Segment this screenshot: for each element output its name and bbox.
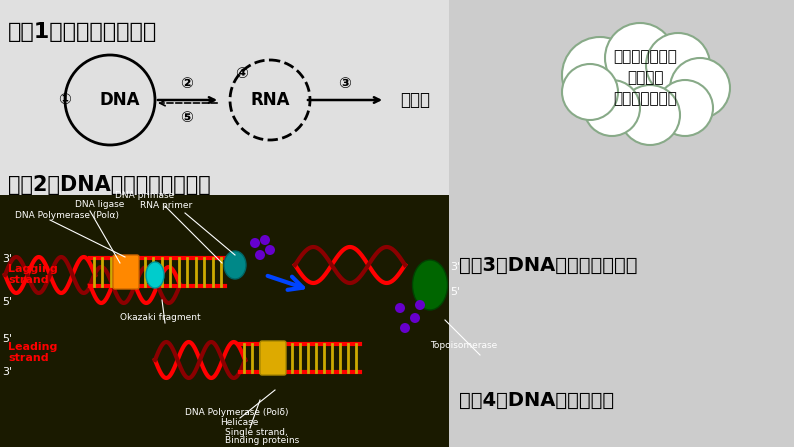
Text: DNA ligase: DNA ligase (75, 200, 125, 209)
Text: Leading: Leading (8, 342, 57, 352)
Text: ③: ③ (338, 76, 352, 90)
Text: 3': 3' (2, 254, 12, 264)
Text: Lagging: Lagging (8, 264, 58, 274)
Text: ⑤: ⑤ (180, 110, 194, 125)
Text: Helicase: Helicase (220, 418, 258, 427)
Circle shape (260, 235, 270, 245)
Text: 5': 5' (2, 334, 12, 344)
Ellipse shape (413, 260, 448, 310)
Circle shape (415, 300, 425, 310)
Text: 3': 3' (2, 367, 12, 377)
Text: 问题4：DNA复制的意义: 问题4：DNA复制的意义 (459, 391, 614, 409)
Circle shape (584, 80, 640, 136)
Circle shape (562, 64, 618, 120)
FancyBboxPatch shape (0, 0, 449, 447)
Circle shape (255, 250, 265, 260)
FancyBboxPatch shape (113, 255, 139, 289)
Text: ④: ④ (236, 66, 249, 80)
Text: 问题1：中心法则的内容: 问题1：中心法则的内容 (8, 22, 157, 42)
Text: 5': 5' (2, 297, 12, 307)
Circle shape (250, 238, 260, 248)
Text: 遗传信息复制的
过程中，
会不会出错呢？: 遗传信息复制的 过程中， 会不会出错呢？ (613, 50, 677, 106)
Circle shape (646, 33, 710, 97)
Text: 蛋白质: 蛋白质 (400, 91, 430, 109)
Ellipse shape (224, 251, 246, 279)
Text: RNA primer: RNA primer (140, 201, 192, 210)
Text: DNA: DNA (100, 91, 141, 109)
Text: 5': 5' (450, 287, 461, 297)
Text: ①: ① (59, 93, 71, 107)
Text: RNA: RNA (250, 91, 290, 109)
Circle shape (400, 323, 410, 333)
Circle shape (562, 37, 638, 113)
Circle shape (265, 245, 275, 255)
FancyBboxPatch shape (260, 341, 286, 375)
Text: Binding proteins: Binding proteins (225, 436, 299, 445)
Text: Okazaki fragment: Okazaki fragment (120, 313, 201, 322)
Text: DNA Polymerase (Polα): DNA Polymerase (Polα) (15, 211, 119, 220)
Circle shape (620, 85, 680, 145)
Text: DNA primase: DNA primase (115, 191, 174, 200)
Text: strand: strand (8, 353, 48, 363)
Text: DNA Polymerase (Polδ): DNA Polymerase (Polδ) (185, 408, 288, 417)
Text: 3': 3' (450, 262, 461, 272)
FancyBboxPatch shape (0, 195, 449, 447)
Circle shape (670, 58, 730, 118)
Circle shape (657, 80, 713, 136)
Circle shape (605, 23, 675, 93)
Text: 问题3：DNA精确复制的原因: 问题3：DNA精确复制的原因 (459, 256, 637, 274)
Ellipse shape (146, 262, 164, 288)
Text: ②: ② (180, 76, 194, 90)
Circle shape (395, 303, 405, 313)
Circle shape (410, 313, 420, 323)
Text: Topoisomerase: Topoisomerase (430, 341, 497, 350)
FancyBboxPatch shape (449, 0, 794, 447)
Text: 问题2：DNA复制的过程及特点: 问题2：DNA复制的过程及特点 (8, 175, 210, 195)
Text: strand: strand (8, 275, 48, 285)
Text: Single strand,: Single strand, (225, 428, 287, 437)
